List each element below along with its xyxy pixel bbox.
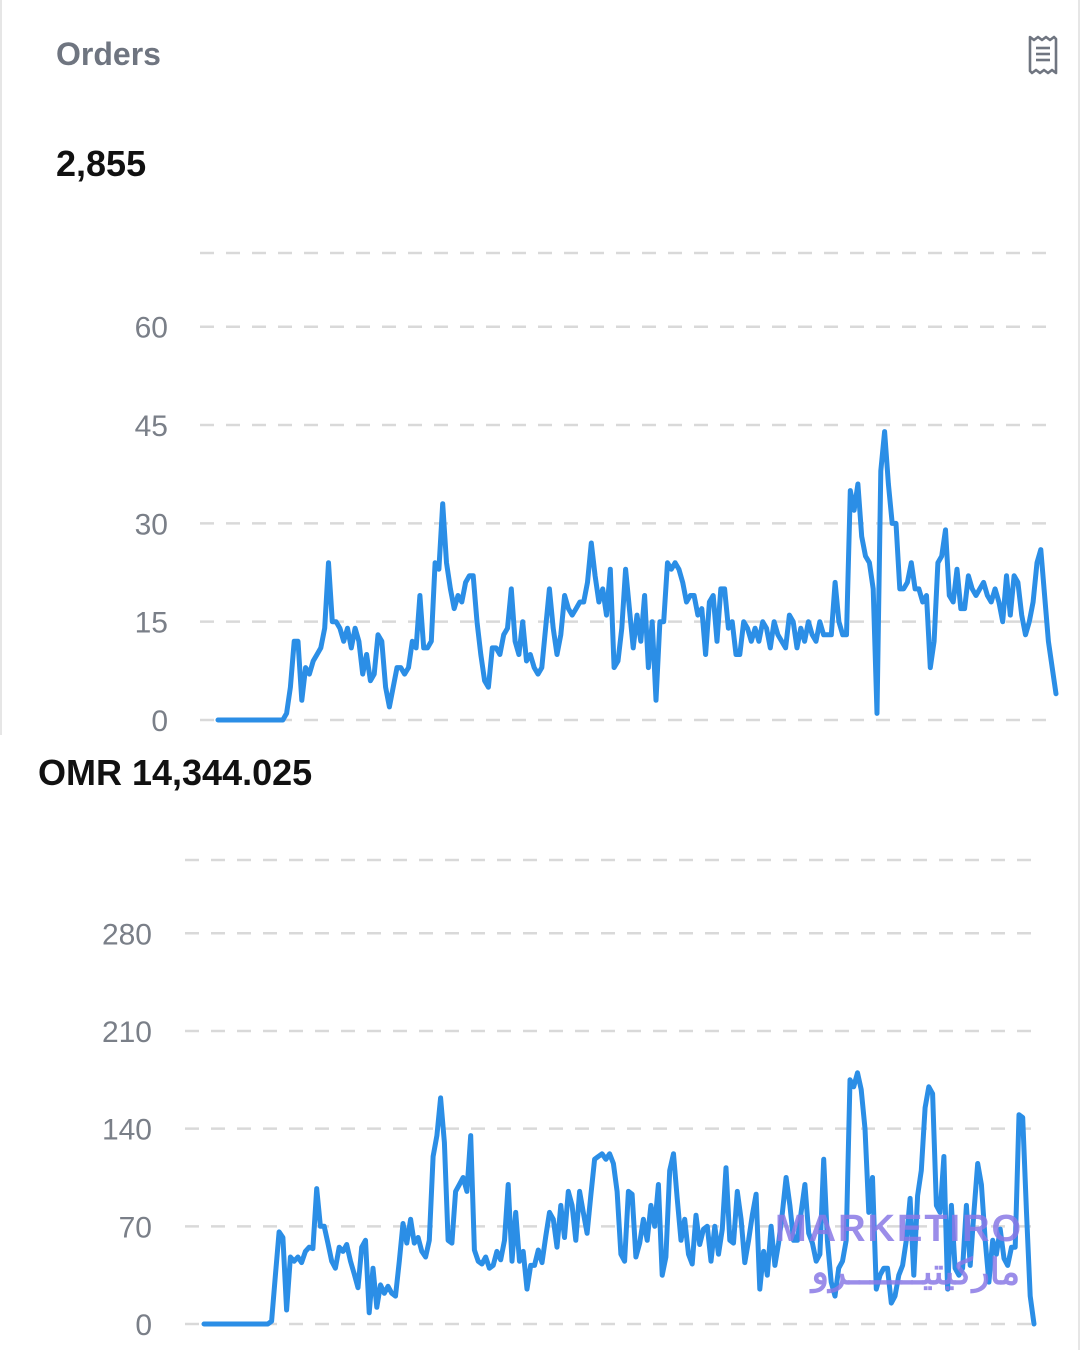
watermark: MARKETIRO ماركيتيـــــــرو	[775, 1208, 1024, 1293]
revenue-card	[0, 735, 1080, 1350]
y-tick-label: 0	[135, 1309, 152, 1342]
orders-total: 2,855	[56, 143, 147, 184]
y-tick-label: 60	[135, 312, 168, 345]
y-tick-label: 30	[135, 508, 168, 541]
y-tick-label: 210	[102, 1016, 152, 1049]
y-tick-label: 15	[135, 607, 168, 640]
y-tick-label: 280	[102, 918, 152, 951]
receipt-icon[interactable]	[1026, 34, 1060, 76]
y-tick-label: 70	[119, 1211, 152, 1244]
series-line	[201, 1070, 1037, 1327]
y-tick-label: 140	[102, 1114, 152, 1147]
orders-card: Orders 2,855	[0, 0, 1080, 735]
y-tick-label: 0	[151, 705, 168, 738]
watermark-arabic: ماركيتيـــــــرو	[811, 1251, 1020, 1292]
orders-title: Orders	[56, 36, 161, 72]
y-tick-label: 45	[135, 410, 168, 443]
series-line	[215, 429, 1059, 723]
watermark-latin: MARKETIRO	[775, 1208, 1024, 1250]
revenue-total: OMR 14,344.025	[38, 752, 313, 793]
